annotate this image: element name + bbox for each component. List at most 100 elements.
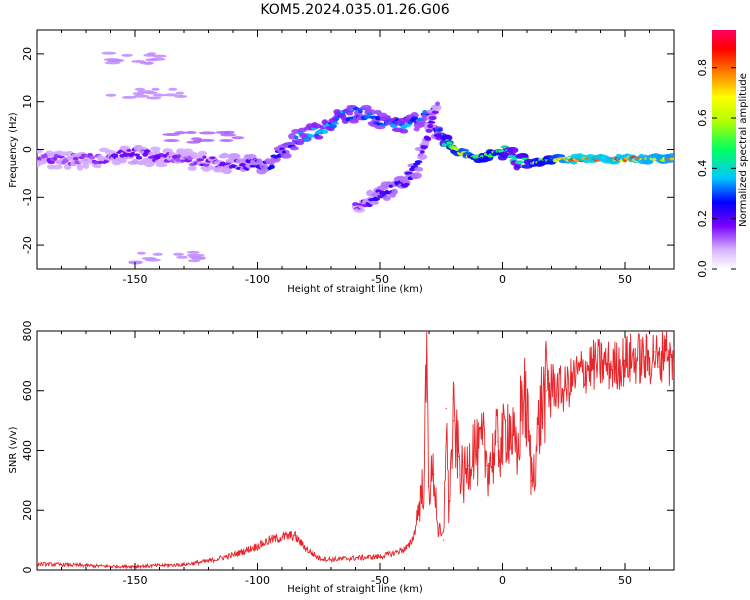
spectrogram-x-tick-label: -100 <box>245 273 270 286</box>
snr-series-line <box>37 331 674 570</box>
snr-point <box>425 360 428 362</box>
spectrogram-blob <box>187 259 201 263</box>
colorbar-tick-label: 0.6 <box>696 109 709 127</box>
spectrogram-blob <box>256 158 263 165</box>
spectrogram-blob <box>117 149 124 153</box>
snr-x-tick-label: 0 <box>499 574 506 587</box>
snr-point <box>526 414 528 416</box>
spectrogram-blob <box>437 128 443 132</box>
snr-point <box>418 503 420 505</box>
spectrogram-blob <box>174 94 188 98</box>
snr-point <box>428 485 430 487</box>
spectrogram-blob <box>209 156 216 160</box>
snr-point <box>269 539 271 541</box>
snr-point <box>403 548 406 550</box>
snr-x-tick-label: -50 <box>371 574 389 587</box>
spectrogram-blob <box>424 136 432 141</box>
figure-title: KOM5.2024.035.01.26.G06 <box>260 2 449 18</box>
spectrogram-blob <box>105 93 117 97</box>
snr-point <box>438 533 440 535</box>
spectrogram-blob <box>289 146 299 151</box>
spectrogram-blob <box>411 172 422 180</box>
spectrogram-blob <box>135 156 143 160</box>
spectrogram-y-tick-label: 0 <box>21 146 34 153</box>
colorbar-tick-label: 0.8 <box>696 59 709 77</box>
spectrogram-blob <box>223 130 235 134</box>
snr-point <box>531 479 533 481</box>
spectrogram-blob <box>143 61 154 65</box>
spectrogram-x-tick-label: -50 <box>371 273 389 286</box>
spectrogram-blob <box>506 146 519 154</box>
snr-point <box>109 565 112 568</box>
spectrogram-blob <box>118 157 127 164</box>
spectrogram-blob <box>433 104 442 112</box>
spectrogram-blob <box>427 123 434 129</box>
spectrogram-blob <box>425 128 433 133</box>
spectrogram-blob <box>197 150 207 157</box>
spectrogram-blob <box>358 109 363 114</box>
snr-panel: -150 -100 -50 0 50 0 200 400 600 800 Height of st… <box>8 321 675 595</box>
spectrogram-blob <box>314 135 324 140</box>
snr-point <box>467 464 469 467</box>
spectrogram-blob <box>72 156 79 161</box>
snr-point <box>658 366 660 368</box>
spectrogram-blob <box>343 108 352 113</box>
snr-point <box>492 455 494 458</box>
snr-x-tick-label: 50 <box>618 574 632 587</box>
spectrogram-blob <box>76 163 84 171</box>
snr-point <box>636 357 638 359</box>
spectrogram-x-axis-label: Height of straight line (km) <box>287 284 423 295</box>
spectrogram-blob <box>172 252 185 256</box>
snr-x-tick-label: -100 <box>245 574 270 587</box>
spectrogram-blob <box>428 115 437 120</box>
snr-point <box>457 455 459 458</box>
spectrogram-blob <box>176 255 189 259</box>
colorbar-ticks: 0.0 0.2 0.4 0.6 0.8 <box>696 59 736 278</box>
colorbar-tick-label: 0.4 <box>696 160 709 178</box>
snr-point <box>207 560 210 562</box>
spectrogram-blob <box>419 150 425 154</box>
snr-point <box>445 408 447 410</box>
spectrogram-blob <box>296 139 305 146</box>
snr-x-axis-label: Height of straight line (km) <box>287 584 423 595</box>
spectrogram-blob <box>174 131 187 135</box>
spectrogram-blob <box>104 61 121 65</box>
spectrogram-blob <box>150 146 161 152</box>
spectrogram-marks <box>37 51 674 265</box>
spectrogram-blob <box>52 164 63 170</box>
snr-point <box>587 366 589 368</box>
snr-point <box>563 390 565 392</box>
spectrogram-blob <box>94 163 102 169</box>
snr-point <box>318 557 320 559</box>
spectrogram-blob <box>126 149 132 152</box>
spectrogram-blob <box>219 138 234 142</box>
spectrogram-blob <box>268 164 275 169</box>
spectrogram-blob <box>369 200 380 205</box>
spectrogram-blob <box>376 112 388 117</box>
snr-point <box>423 479 425 481</box>
spectrogram-blob <box>391 188 398 195</box>
spectrogram-blob <box>420 144 428 150</box>
snr-point <box>673 363 674 365</box>
snr-point <box>330 558 332 561</box>
spectrogram-blob <box>414 160 423 164</box>
spectrogram-blob <box>121 53 133 57</box>
spectrogram-blob <box>152 252 163 256</box>
snr-point <box>293 535 295 537</box>
snr-point <box>663 342 665 344</box>
spectrogram-blob <box>427 120 436 124</box>
snr-x-tick-label: -150 <box>123 574 148 587</box>
spectrogram-blob <box>417 153 428 160</box>
spectrogram-blob <box>196 158 205 162</box>
snr-point <box>506 420 508 422</box>
snr-point <box>521 390 523 392</box>
spectrogram-blob <box>229 153 241 160</box>
snr-y-tick-label: 0 <box>21 567 34 574</box>
snr-point <box>666 336 668 338</box>
snr-point <box>433 473 435 475</box>
spectrogram-blob <box>92 160 100 165</box>
snr-point <box>60 564 63 566</box>
spectrogram-blob <box>175 91 185 95</box>
